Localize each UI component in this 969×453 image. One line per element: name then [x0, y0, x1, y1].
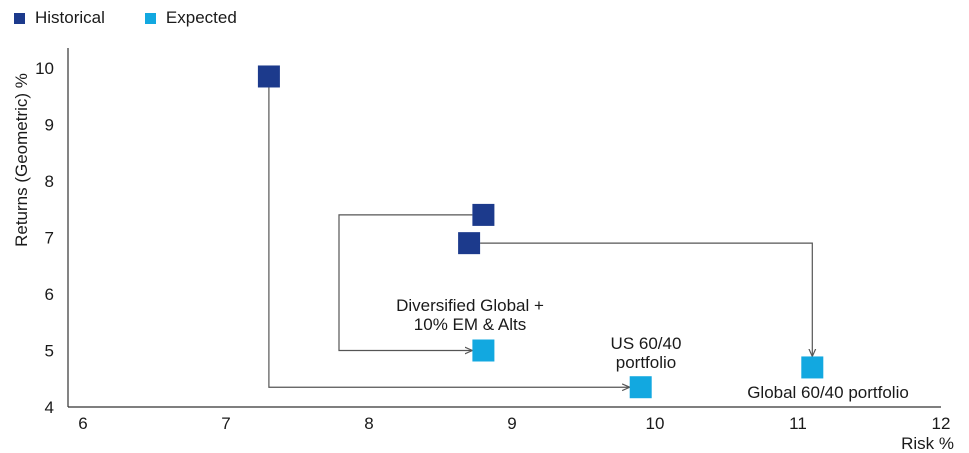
- x-tick-label: 9: [507, 414, 516, 433]
- annotations-group: Diversified Global +10% EM & Alts US 60/4…: [396, 296, 909, 402]
- expected-point-div: [472, 339, 495, 362]
- legend-label-expected: Expected: [165, 8, 237, 27]
- annotation-div-line-1: 10% EM & Alts: [414, 315, 526, 334]
- y-tick-label: 6: [45, 285, 54, 304]
- x-tick-label: 10: [646, 414, 665, 433]
- y-tick-label: 9: [45, 116, 54, 135]
- connectors-group: [268, 87, 812, 387]
- legend-swatch-historical: [14, 12, 25, 24]
- annotation-us-line-1: portfolio: [616, 353, 676, 372]
- y-tick-label: 7: [45, 229, 54, 248]
- legend-swatch-expected: [144, 12, 156, 24]
- expected-point-glob: [801, 356, 824, 379]
- x-tick-label: 12: [932, 414, 951, 433]
- expected-point-us: [629, 376, 652, 399]
- x-axis-label: Risk %: [901, 434, 954, 453]
- annotation-glob-line-0: Global 60/40 portfolio: [747, 383, 909, 402]
- y-axis-label: Returns (Geometric) %: [12, 73, 31, 247]
- annotation-div-line-0: Diversified Global +: [396, 296, 544, 315]
- historical-point-glob: [458, 232, 481, 255]
- y-tick-label: 4: [45, 398, 54, 417]
- y-tick-label: 5: [45, 342, 54, 361]
- connector-diversified: [338, 214, 472, 351]
- y-tick-label: 10: [35, 59, 54, 78]
- annotation-us-line-0: US 60/40: [611, 334, 682, 353]
- historical-point-div: [472, 203, 495, 226]
- legend-item-expected: Expected: [144, 8, 237, 28]
- legend-label-historical: Historical: [35, 8, 105, 27]
- x-tick-label: 11: [789, 414, 807, 433]
- historical-point-us: [257, 65, 280, 88]
- x-tick-label: 8: [364, 414, 373, 433]
- axes-group: 6 7 8 9 10 11 12 4 5 6 7 8 9 10: [35, 48, 950, 433]
- x-tick-label: 7: [221, 414, 230, 433]
- x-tick-label: 6: [78, 414, 87, 433]
- connector-global-60-40: [480, 242, 812, 356]
- points-group: [257, 65, 824, 399]
- legend-item-historical: Historical: [14, 8, 105, 28]
- connector-us-60-40: [268, 87, 630, 387]
- y-tick-label: 8: [45, 172, 54, 191]
- chart-legend: Historical Expected: [14, 8, 237, 28]
